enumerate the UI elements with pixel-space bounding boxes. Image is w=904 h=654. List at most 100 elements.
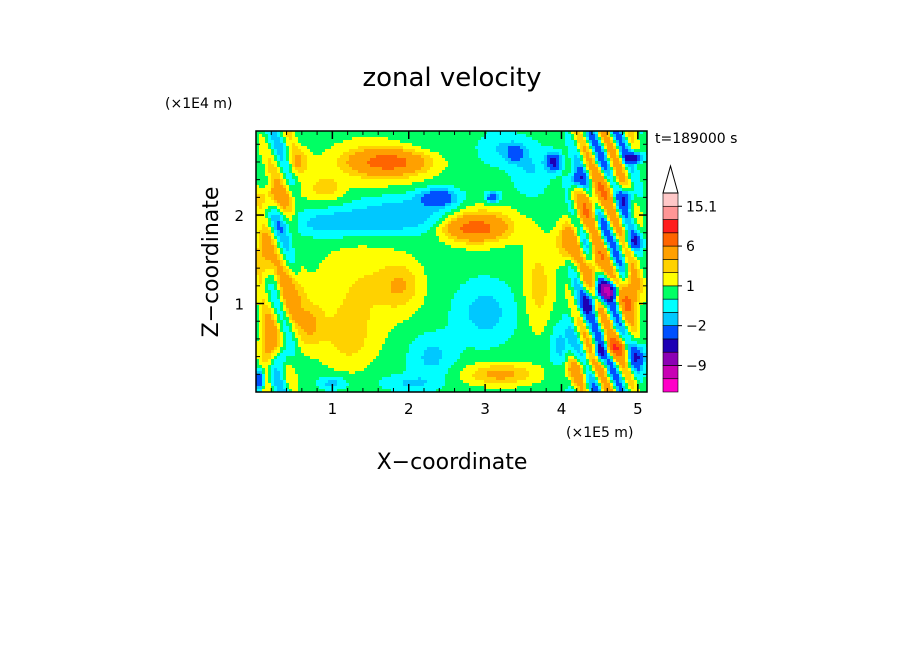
field-cell <box>304 353 308 357</box>
field-cell <box>328 236 332 240</box>
field-cell <box>340 266 344 270</box>
field-cell <box>271 353 275 357</box>
field-cell <box>304 233 308 237</box>
field-cell <box>259 170 263 174</box>
field-cell <box>355 380 359 384</box>
field-cell <box>403 173 407 177</box>
field-cell <box>334 173 338 177</box>
field-cell <box>265 323 269 327</box>
field-cell <box>280 266 284 270</box>
field-cell <box>319 278 323 282</box>
field-cell <box>277 365 281 369</box>
field-cell <box>412 326 416 330</box>
field-cell <box>286 194 290 198</box>
field-cell <box>379 179 383 183</box>
field-cell <box>352 320 356 324</box>
field-cell <box>286 317 290 321</box>
field-cell <box>286 377 290 381</box>
field-cell <box>316 290 320 294</box>
field-cell <box>415 278 419 282</box>
field-cell <box>280 335 284 339</box>
field-cell <box>322 224 326 228</box>
field-cell <box>358 263 362 267</box>
field-cell <box>379 242 383 246</box>
field-cell <box>379 275 383 279</box>
field-cell <box>397 356 401 360</box>
field-cell <box>340 338 344 342</box>
field-cell <box>358 281 362 285</box>
field-cell <box>376 176 380 180</box>
field-cell <box>400 272 404 276</box>
field-cell <box>259 383 263 387</box>
field-cell <box>388 257 392 261</box>
field-cell <box>310 140 314 144</box>
field-cell <box>394 209 398 213</box>
field-cell <box>424 341 428 345</box>
field-cell <box>265 347 269 351</box>
field-cell <box>283 317 287 321</box>
field-cell <box>388 290 392 294</box>
field-cell <box>349 380 353 384</box>
field-cell <box>343 227 347 231</box>
field-cell <box>271 203 275 207</box>
field-cell <box>265 368 269 372</box>
field-cell <box>271 317 275 321</box>
field-cell <box>352 317 356 321</box>
field-cell <box>325 197 329 201</box>
field-cell <box>343 377 347 381</box>
field-cell <box>304 389 308 393</box>
field-cell <box>367 314 371 318</box>
field-cell <box>277 239 281 243</box>
field-cell <box>388 296 392 300</box>
field-cell <box>361 149 365 153</box>
field-cell <box>322 257 326 261</box>
field-cell <box>343 224 347 228</box>
field-cell <box>271 389 275 393</box>
field-cell <box>325 326 329 330</box>
field-cell <box>412 143 416 147</box>
field-cell <box>301 281 305 285</box>
field-cell <box>367 338 371 342</box>
field-cell <box>268 323 272 327</box>
field-cell <box>337 344 341 348</box>
field-cell <box>304 350 308 354</box>
field-cell <box>397 146 401 150</box>
field-cell <box>262 299 266 303</box>
field-cell <box>277 158 281 162</box>
field-cell <box>313 269 317 273</box>
field-cell <box>373 215 377 219</box>
field-cell <box>325 284 329 288</box>
field-cell <box>334 185 338 189</box>
field-cell <box>403 383 407 387</box>
field-cell <box>268 230 272 234</box>
field-cell <box>292 341 296 345</box>
field-cell <box>289 200 293 204</box>
field-cell <box>322 284 326 288</box>
field-cell <box>424 281 428 285</box>
field-cell <box>406 245 410 249</box>
field-cell <box>391 320 395 324</box>
field-cell <box>346 140 350 144</box>
field-cell <box>304 335 308 339</box>
field-cell <box>268 350 272 354</box>
field-cell <box>421 209 425 213</box>
field-cell <box>310 275 314 279</box>
field-cell <box>268 287 272 291</box>
field-cell <box>259 341 263 345</box>
field-cell <box>364 266 368 270</box>
field-cell <box>364 164 368 168</box>
field-cell <box>403 224 407 228</box>
field-cell <box>262 347 266 351</box>
field-cell <box>367 251 371 255</box>
field-cell <box>412 137 416 141</box>
field-cell <box>310 317 314 321</box>
field-cell <box>331 239 335 243</box>
field-cell <box>394 254 398 258</box>
field-cell <box>373 146 377 150</box>
field-cell <box>295 317 299 321</box>
field-cell <box>397 176 401 180</box>
field-cell <box>256 245 260 249</box>
field-cell <box>382 233 386 237</box>
field-cell <box>265 143 269 147</box>
field-cell <box>427 173 431 177</box>
